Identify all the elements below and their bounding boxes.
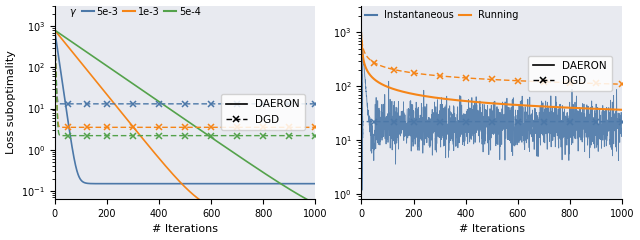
X-axis label: # Iterations: # Iterations (459, 224, 525, 234)
Legend: DAERON, DGD: DAERON, DGD (527, 55, 612, 91)
Legend: DAERON, DGD: DAERON, DGD (221, 94, 305, 130)
Y-axis label: Loss suboptimality: Loss suboptimality (6, 50, 15, 154)
X-axis label: # Iterations: # Iterations (152, 224, 218, 234)
